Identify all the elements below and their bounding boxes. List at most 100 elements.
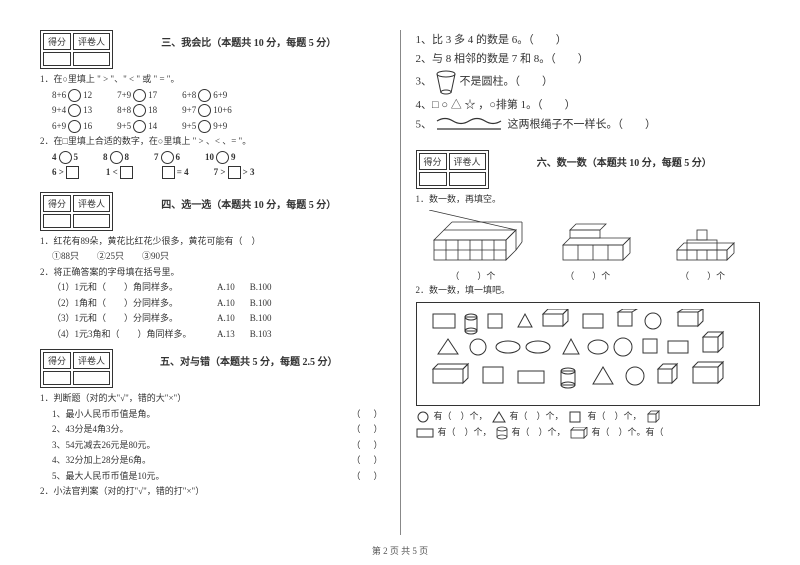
q5-2: 2．小法官判案（对的打"√"，错的打"×"）: [40, 485, 385, 499]
num: 4: [52, 152, 57, 162]
q3-1: 1．在○里填上 " > "、" < " 或 " = "。: [40, 73, 385, 87]
compare-row-3: 6+916 9+514 9+59+9: [40, 120, 385, 134]
judge-text: 1、最小人民币币值是角。: [52, 408, 345, 422]
score-table: 得分 评卷人: [416, 150, 489, 189]
right-column: 1、比 3 多 4 的数是 6。（ ） 2、与 8 相邻的数是 7 和 8。（ …: [406, 30, 771, 535]
opt-b: B.100: [250, 297, 272, 311]
q6-1: 1．数一数，再填空。: [416, 193, 761, 207]
compare-row-1: 8+612 7+917 6+86+9: [40, 89, 385, 103]
judge-rows: 1、最小人民币币值是角。（ ） 2、43分是4角3分。（ ） 3、54元减去26…: [40, 408, 385, 484]
opt-a: A.13: [217, 328, 235, 342]
paren: （ ）: [345, 423, 385, 437]
num: 5: [74, 152, 79, 162]
score-label: 得分: [43, 33, 71, 50]
opt-a: A.10: [217, 312, 235, 326]
score-label: 得分: [419, 153, 447, 170]
num: 9: [231, 152, 236, 162]
expr: 7+9: [117, 90, 131, 100]
expr: 9+9: [213, 121, 227, 131]
expr: 8+8: [117, 105, 131, 115]
expr: 10+6: [213, 105, 232, 115]
grader-label: 评卷人: [73, 352, 110, 369]
section-6-header: 得分 评卷人 六、数一数（本题共 10 分，每题 5 分）: [416, 150, 761, 189]
q4-1-opts: ①88只 ②25只 ③90只: [40, 250, 385, 264]
paren: （ ）: [345, 470, 385, 484]
shape-count-row-1: 有（ ）个， 有（ ）个， 有（ ）个，: [416, 410, 761, 424]
mixed-shapes-icon: [423, 309, 733, 399]
r-q2: 2、与 8 相邻的数是 7 和 8。（ ）: [416, 51, 761, 68]
count-answers: （ ）个 （ ）个 （ ）个: [416, 269, 761, 282]
opt-a: A.10: [217, 281, 235, 295]
score-table: 得分 评卷人: [40, 349, 113, 388]
q5-suffix: 这两根绳子不一样长。（ ）: [508, 118, 657, 130]
judge-text: 2、43分是4角3分。: [52, 423, 345, 437]
expr: 6+9: [52, 121, 66, 131]
cube-grid-1: [429, 210, 524, 265]
section-5-title: 五、对与错（本题共 5 分，每题 2.5 分）: [113, 353, 384, 368]
q4-2: 2．将正确答案的字母填在括号里。: [40, 266, 385, 280]
expr: 9+4: [52, 105, 66, 115]
num: 1 <: [106, 167, 118, 177]
section-6-title: 六、数一数（本题共 10 分，每题 5 分）: [489, 154, 760, 169]
shapes-box: [416, 302, 761, 406]
ropes-icon: [435, 116, 505, 134]
num: 7 >: [214, 167, 226, 177]
expr: 9+5: [117, 121, 131, 131]
grader-label: 评卷人: [449, 153, 486, 170]
num: > 3: [243, 167, 255, 177]
circle-icon: [416, 411, 430, 423]
ans-text: 有（ ）个，: [438, 426, 492, 440]
opt-text: （4）1元3角和（ ）角同样多。: [52, 328, 202, 342]
triangle-icon: [492, 411, 506, 423]
q5-1: 1．判断题（对的大"√"，错的大"×"）: [40, 392, 385, 406]
q3-prefix: 3、: [416, 76, 433, 88]
r-q3: 3、 不是圆柱。（ ）: [416, 69, 761, 95]
opt-b: B.103: [250, 328, 272, 342]
shape-count-row-2: 有（ ）个， 有（ ）个， 有（ ）个。有（: [416, 426, 761, 440]
section-3-header: 得分 评卷人 三、我会比（本题共 10 分，每题 5 分）: [40, 30, 385, 69]
compare-row-2: 9+413 8+818 9+710+6: [40, 104, 385, 118]
column-divider: [400, 30, 401, 535]
ans-text: 有（ ）个。有（: [592, 426, 664, 440]
num: 8: [103, 152, 108, 162]
opt-text: （3）1元和（ ）分同样多。: [52, 312, 202, 326]
num: 8: [125, 152, 130, 162]
section-4-title: 四、选一选（本题共 10 分，每题 5 分）: [113, 196, 384, 211]
expr: 18: [148, 105, 157, 115]
num: = 4: [177, 167, 189, 177]
opt-text: （2）1角和（ ）分同样多。: [52, 297, 202, 311]
left-column: 得分 评卷人 三、我会比（本题共 10 分，每题 5 分） 1．在○里填上 " …: [30, 30, 395, 535]
judge-text: 5、最大人民币币值是10元。: [52, 470, 345, 484]
r-q1: 1、比 3 多 4 的数是 6。（ ）: [416, 32, 761, 49]
expr: 9+5: [182, 121, 196, 131]
ans-text: 有（ ）个，: [510, 410, 564, 424]
q6-2: 2．数一数，填一填吧。: [416, 284, 761, 298]
num: 6 >: [52, 167, 64, 177]
expr: 6+9: [213, 90, 227, 100]
cube-grids: [416, 210, 761, 265]
ans-text: 有（ ）个，: [512, 426, 566, 440]
ans: （ ）个: [680, 269, 725, 282]
fill-row-1: 4 5 8 8 7 6 10 9: [40, 151, 385, 165]
page-footer: 第 2 页 共 5 页: [0, 544, 800, 557]
num: 10: [205, 152, 214, 162]
square-icon: [568, 411, 584, 423]
num: 7: [154, 152, 159, 162]
expr: 8+6: [52, 90, 66, 100]
section-3-title: 三、我会比（本题共 10 分，每题 5 分）: [113, 34, 384, 49]
opt-b: B.100: [250, 281, 272, 295]
ans-text: 有（ ）个，: [434, 410, 488, 424]
num: 6: [176, 152, 181, 162]
cube-icon: [646, 410, 660, 424]
cone-icon: [435, 69, 457, 95]
paren: （ ）: [345, 454, 385, 468]
ans: （ ）个: [450, 269, 495, 282]
expr: 17: [148, 90, 157, 100]
expr: 9+7: [182, 105, 196, 115]
paren: （ ）: [345, 439, 385, 453]
expr: 16: [83, 121, 92, 131]
cuboid-icon: [570, 427, 588, 439]
paren: （ ）: [345, 408, 385, 422]
section-5-header: 得分 评卷人 五、对与错（本题共 5 分，每题 2.5 分）: [40, 349, 385, 388]
q5-prefix: 5、: [416, 118, 433, 130]
